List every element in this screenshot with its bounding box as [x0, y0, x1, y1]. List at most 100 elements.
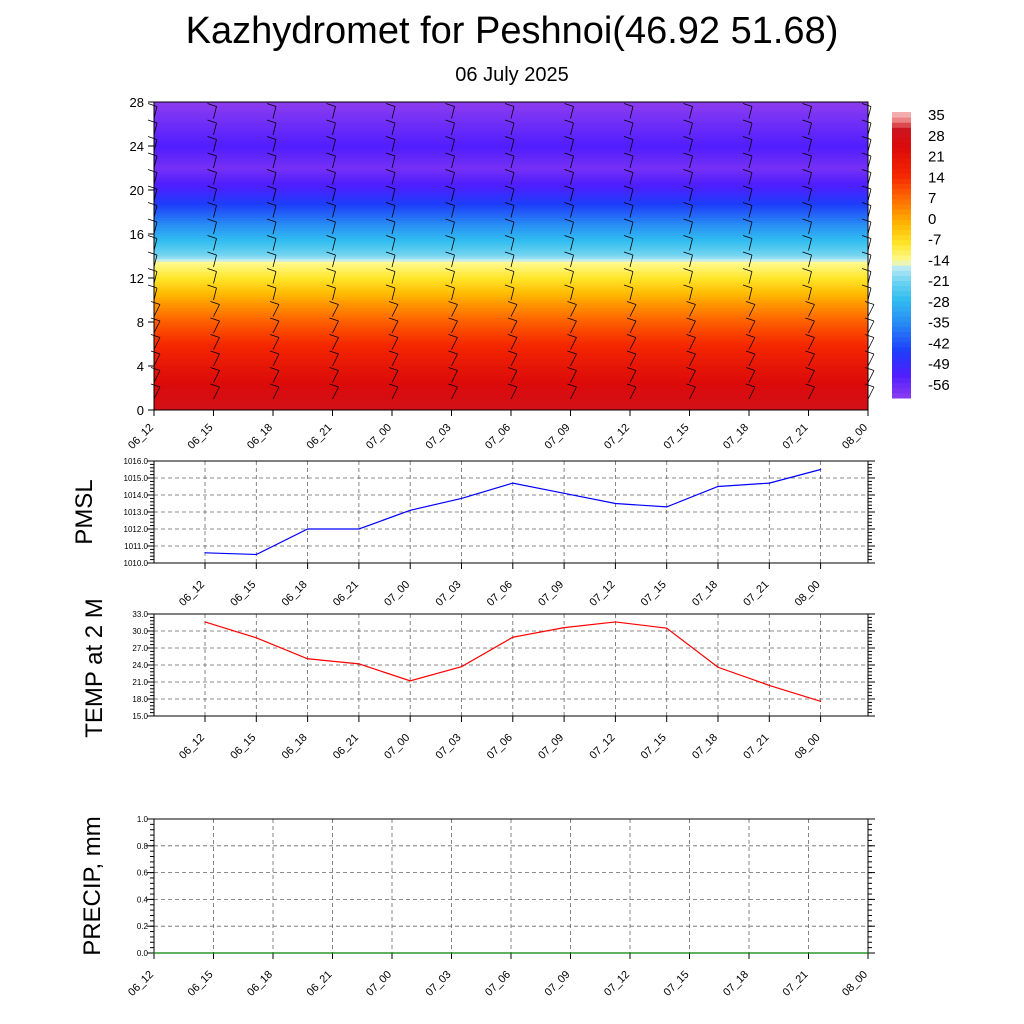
temperature-band: [154, 196, 868, 201]
wind-barb: [564, 119, 574, 136]
wind-barb: [326, 284, 336, 301]
wind-barb: [207, 218, 217, 235]
colorbar-swatch: [892, 157, 911, 164]
x-tick-label: 07_09: [543, 422, 573, 452]
temperature-band: [154, 299, 868, 303]
colorbar-swatch: [892, 117, 911, 123]
data-point: [212, 952, 215, 954]
colorbar-swatch: [892, 392, 911, 399]
data-point: [255, 553, 257, 556]
temperature-band: [154, 112, 868, 116]
colorbar-label: 0: [928, 211, 936, 228]
x-tick-label: 06_21: [331, 732, 361, 762]
data-point: [307, 658, 309, 660]
wind-barb: [802, 202, 812, 218]
wind-barb: [269, 350, 280, 367]
temperature-band: [154, 102, 868, 106]
colorbar-swatch: [892, 209, 911, 215]
temperature-band: [154, 392, 868, 396]
wind-barb: [207, 284, 217, 301]
wind-barb: [507, 301, 518, 317]
temperature-band: [154, 271, 868, 275]
temperature-band: [154, 284, 868, 288]
x-tick-label: 07_00: [364, 969, 394, 999]
temperature-band: [154, 176, 868, 180]
wind-barb: [388, 334, 399, 350]
data-point: [569, 952, 572, 954]
wind-barb: [326, 136, 336, 152]
colorbar-label: 28: [928, 128, 945, 145]
wind-barb: [802, 152, 812, 169]
temperature-band: [154, 217, 868, 221]
wind-barb: [448, 334, 458, 350]
y-tick-label: 8: [137, 315, 144, 330]
temperature-band: [154, 127, 868, 131]
temperature-band: [154, 130, 868, 134]
temperature-band: [154, 145, 868, 149]
temperature-band: [154, 158, 868, 162]
x-tick-label: 07_09: [536, 579, 566, 609]
temperature-band: [154, 315, 868, 319]
data-point: [807, 952, 810, 954]
data-point: [204, 621, 206, 623]
wind-barb: [802, 119, 812, 136]
wind-barb: [445, 136, 455, 152]
y-tick-label: 1016.0: [124, 457, 149, 466]
x-tick-label: 07_15: [662, 422, 692, 452]
wind-barb: [805, 367, 815, 383]
wind-barb: [269, 334, 280, 350]
temperature-band: [154, 312, 868, 316]
wind-barb: [745, 301, 756, 317]
colorbar-swatch: [892, 234, 911, 241]
temperature-band: [154, 243, 868, 247]
wind-barb: [564, 152, 574, 169]
wind-barb: [805, 334, 815, 350]
colorbar-swatch: [892, 336, 911, 343]
wind-barb: [269, 367, 280, 383]
colorbar-swatch: [892, 152, 911, 159]
x-tick-label: 07_06: [483, 422, 513, 452]
wind-barb: [504, 235, 515, 251]
wind-barb: [388, 317, 399, 334]
wind-barb: [623, 202, 634, 218]
x-tick-label: 06_15: [186, 422, 216, 452]
x-tick-label: 06_18: [280, 579, 310, 609]
colorbar-swatch: [892, 270, 911, 276]
wind-barb: [385, 103, 396, 119]
colorbar-label: 35: [928, 107, 945, 124]
wind-barb: [802, 251, 812, 268]
data-point: [460, 497, 463, 499]
wind-barb: [266, 169, 277, 185]
x-tick-label: 07_21: [781, 969, 811, 999]
y-axis-title: PRECIP, mm: [79, 816, 106, 956]
temperature-band: [154, 155, 868, 159]
temperature-band: [154, 171, 868, 175]
colorbar-swatch: [892, 132, 911, 139]
wind-barb: [564, 218, 574, 235]
wind-barb: [683, 119, 693, 136]
x-tick-label: 07_09: [543, 969, 573, 999]
colorbar-swatch: [892, 214, 911, 220]
wind-barb: [266, 119, 277, 136]
wind-barb: [445, 119, 455, 136]
temperature-band: [154, 345, 868, 349]
x-tick-label: 06_18: [245, 969, 275, 999]
wind-barb: [504, 136, 515, 152]
wind-barb: [686, 317, 696, 334]
wind-barb: [564, 185, 574, 202]
data-point: [460, 666, 463, 668]
temperature-band: [154, 330, 868, 334]
wind-barb: [329, 317, 339, 334]
colorbar-swatch: [892, 142, 911, 149]
y-tick-label: 0.4: [137, 895, 149, 904]
colorbar-label: -49: [928, 356, 950, 373]
data-point: [204, 552, 206, 554]
wind-barb: [802, 103, 812, 119]
wind-barb: [564, 284, 574, 301]
wind-barb: [210, 301, 220, 317]
wind-barb: [623, 119, 634, 136]
colorbar-swatch: [892, 326, 911, 333]
wind-barb: [623, 185, 634, 202]
wind-barb: [504, 202, 515, 218]
